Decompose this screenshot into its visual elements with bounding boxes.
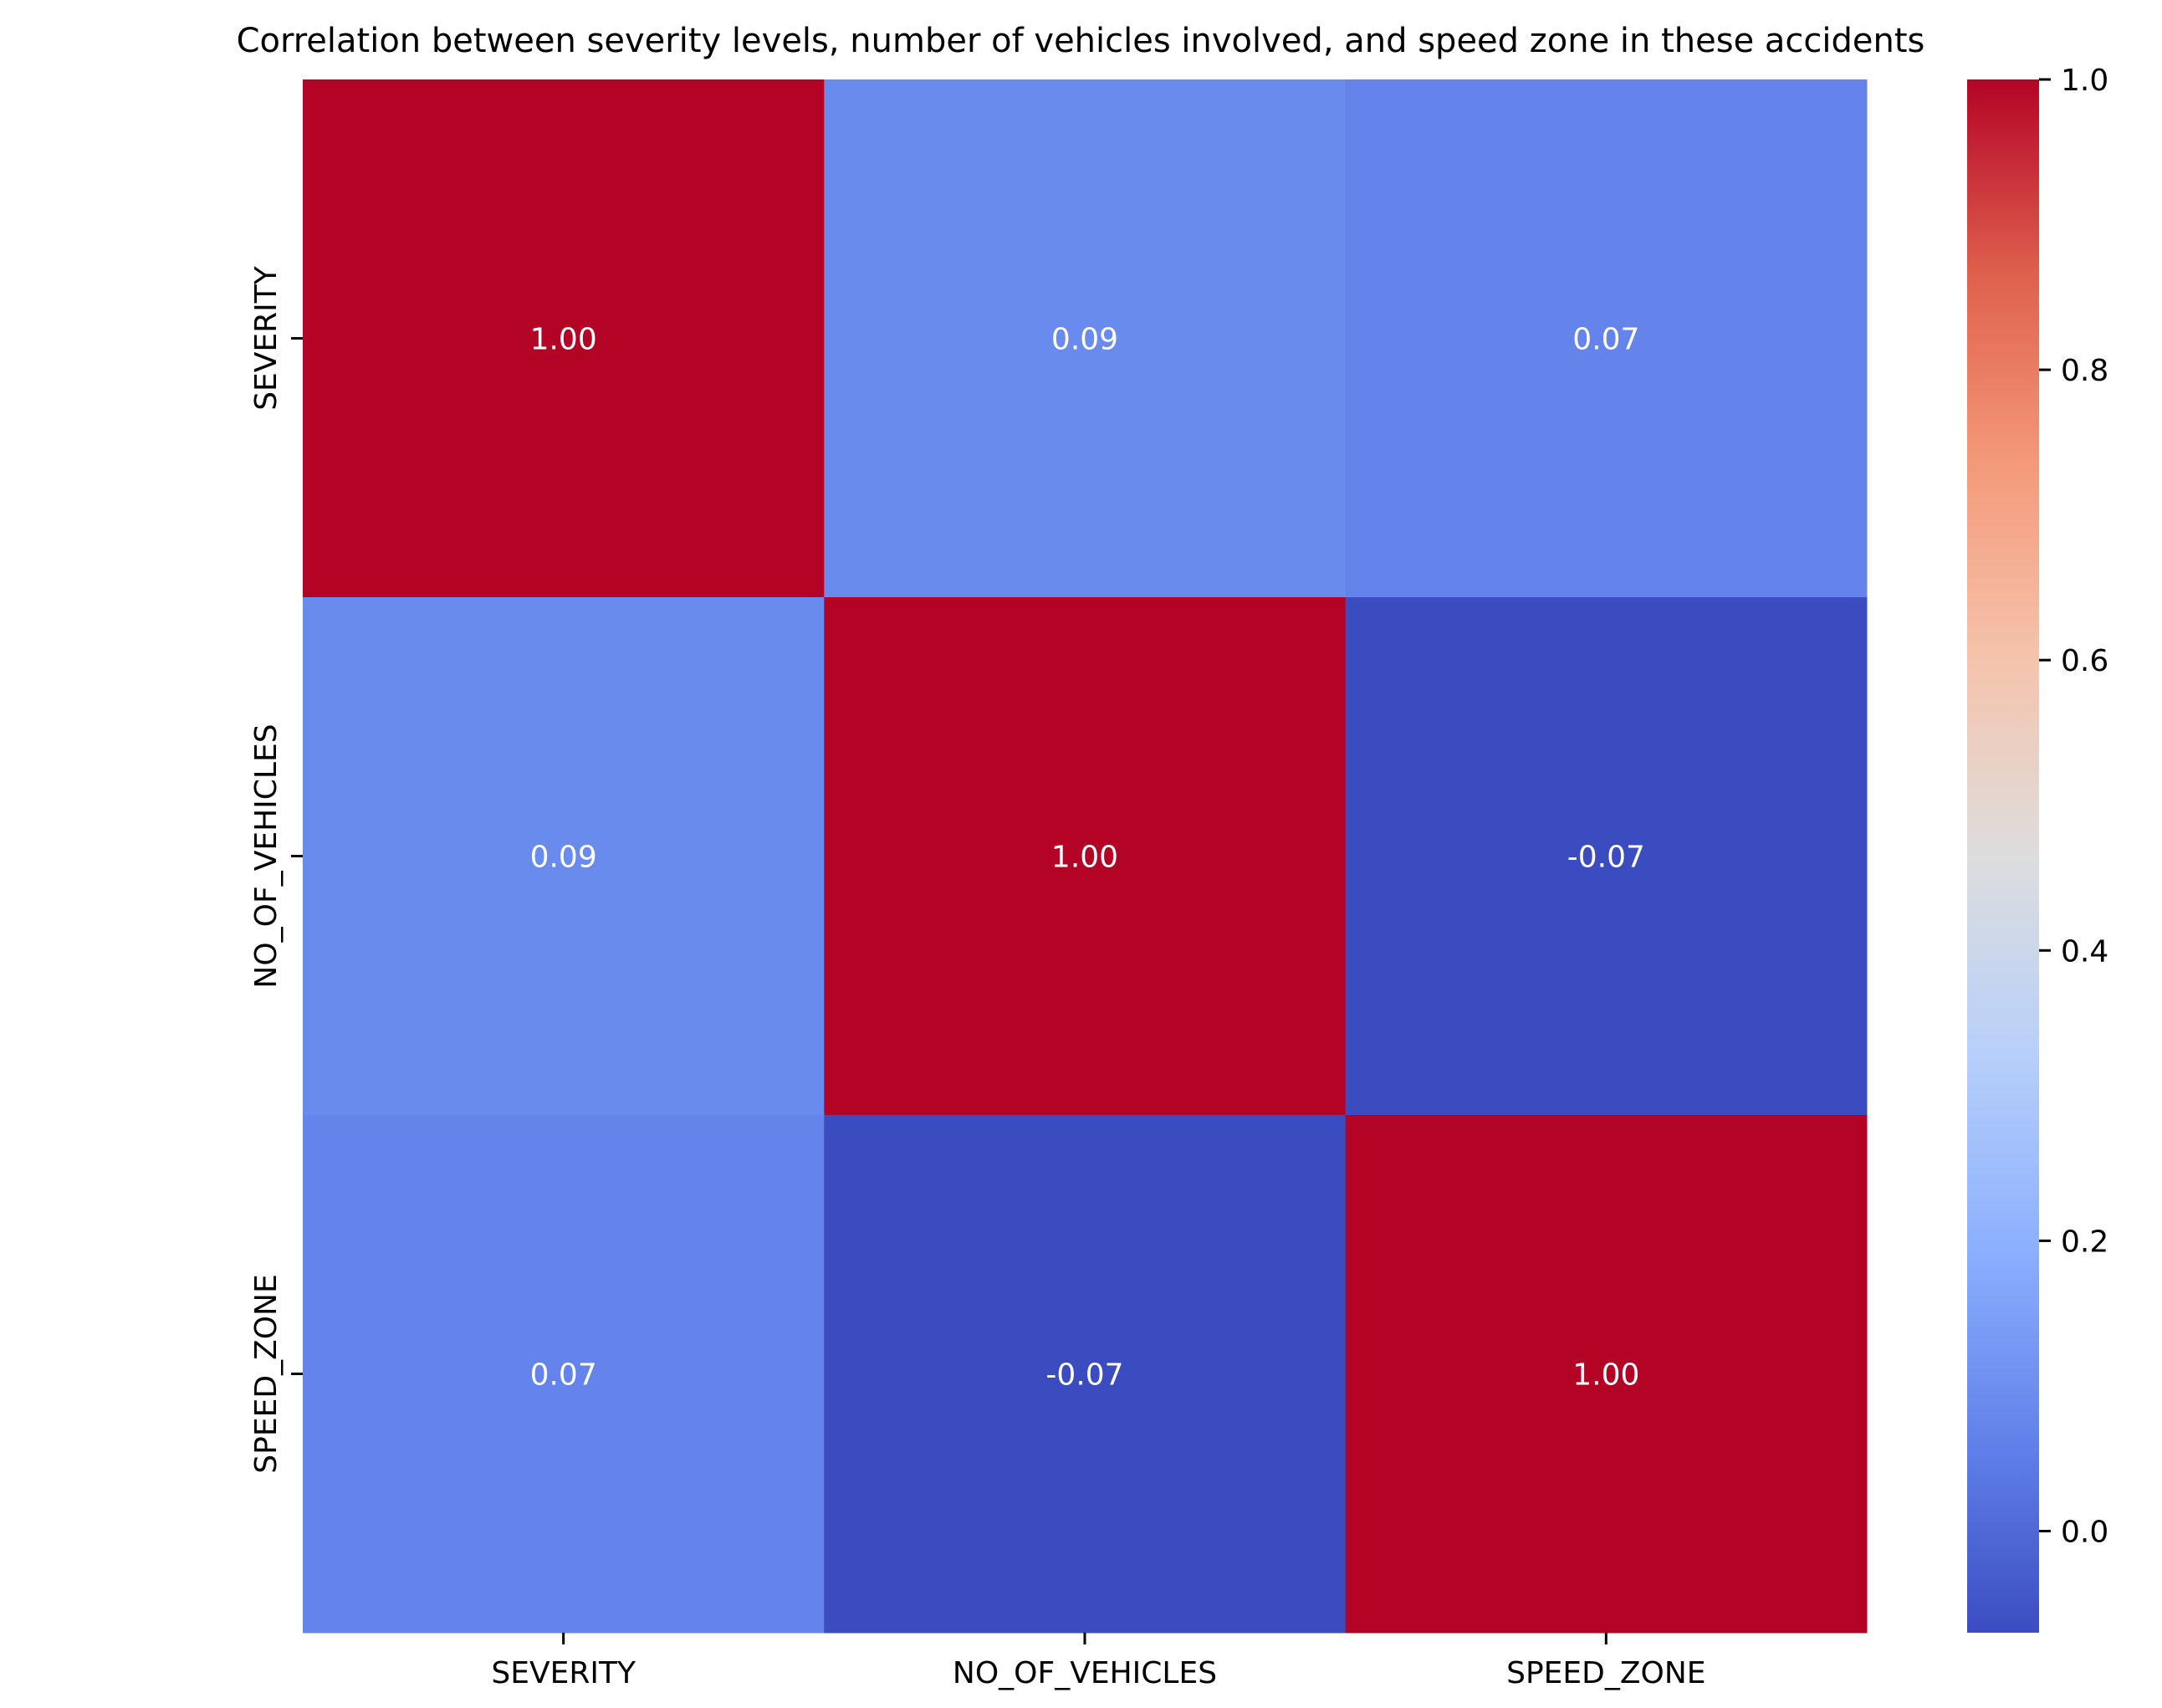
y-tick-label: NO_OF_VEHICLES (249, 724, 284, 988)
colorbar-tick-label: 0.0 (2061, 1516, 2108, 1550)
x-tick-label: SPEED_ZONE (1506, 1656, 1705, 1690)
y-tick-label: SPEED_ZONE (249, 1274, 284, 1473)
heatmap-cell (824, 597, 1347, 1116)
colorbar-scale (1967, 79, 2039, 1633)
heatmap-cell-label: 0.09 (1051, 323, 1118, 357)
colorbar-tick-label: 0.2 (2061, 1225, 2108, 1259)
colorbar-tick-label: 0.8 (2061, 354, 2108, 388)
heatmap-cell-label: 0.09 (530, 841, 597, 875)
heatmap-cell-label: -0.07 (1045, 1358, 1123, 1393)
heatmap-cell (303, 597, 825, 1116)
heatmap-cell (303, 1115, 825, 1634)
y-axis: SEVERITY NO_OF_VEHICLES SPEED_ZONE (249, 265, 303, 1474)
heatmap-cell (303, 79, 825, 598)
colorbar-tick-label: 0.4 (2061, 934, 2108, 969)
heatmap-cell (1345, 597, 1868, 1116)
colorbar-tick-label: 0.6 (2061, 644, 2108, 678)
y-tick-label: SEVERITY (249, 265, 284, 411)
x-tick-label: NO_OF_VEHICLES (953, 1656, 1217, 1690)
heatmap-cell-label: 1.00 (1051, 841, 1118, 875)
colorbar-tick-label: 1.0 (2061, 64, 2108, 98)
heatmap-cell-label: -0.07 (1567, 841, 1645, 875)
x-axis: SEVERITY NO_OF_VEHICLES SPEED_ZONE (491, 1633, 1706, 1690)
x-tick-label: SEVERITY (491, 1656, 636, 1690)
colorbar: 0.0 0.2 0.4 0.6 0.8 1.0 (1967, 64, 2108, 1633)
heatmap-cell-label: 1.00 (530, 323, 597, 357)
heatmap-cell (1345, 79, 1868, 598)
heatmap-cell-label: 0.07 (530, 1358, 597, 1393)
heatmap-cell (824, 1115, 1347, 1634)
heatmap-cell (1345, 1115, 1868, 1634)
chart-title: Correlation between severity levels, num… (237, 22, 1925, 60)
heatmap-cells (303, 79, 1868, 1634)
heatmap-cell (824, 79, 1347, 598)
heatmap-cell-label: 0.07 (1572, 323, 1639, 357)
heatmap-cell-label: 1.00 (1572, 1358, 1639, 1393)
heatmap-cell-labels: 1.00 0.09 0.07 0.09 1.00 -0.07 0.07 -0.07 1.00 (530, 323, 1645, 1393)
